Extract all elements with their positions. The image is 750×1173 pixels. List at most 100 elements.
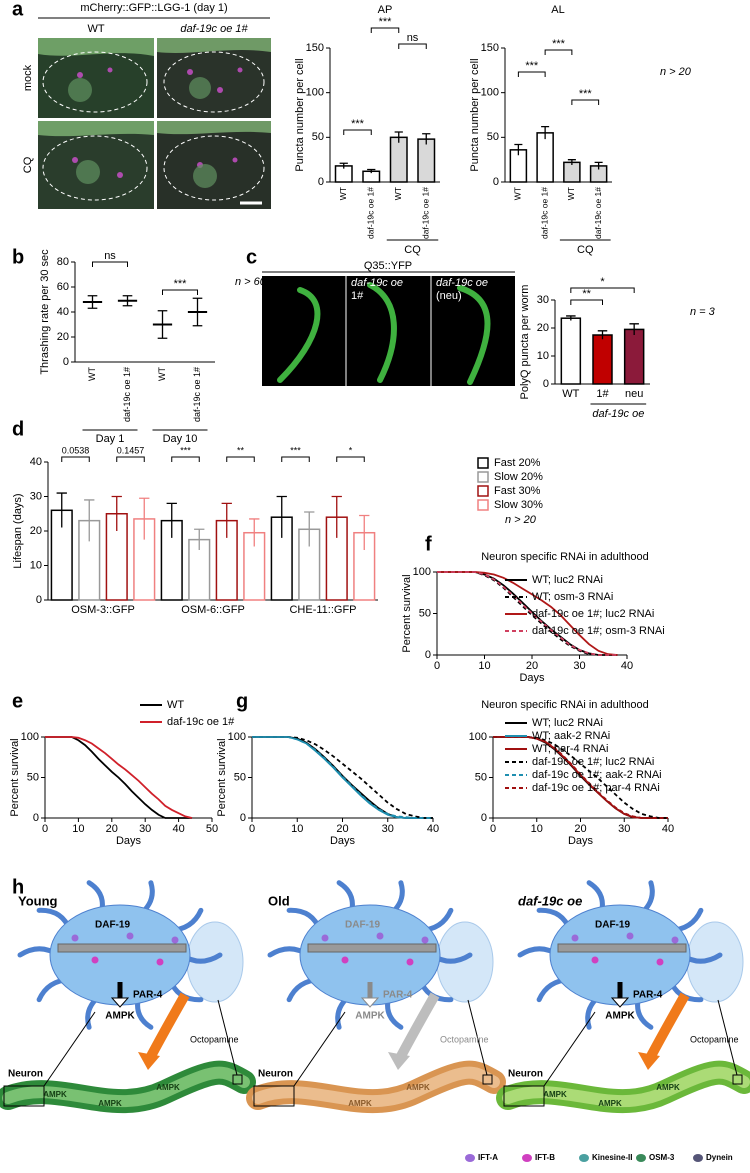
significance-bracket: [116, 456, 145, 462]
y-tick-label: 0: [33, 812, 39, 824]
worm-ampk-label: AMPK: [156, 1083, 180, 1092]
x-tick-label: OSM-3::GFP: [71, 604, 135, 616]
axis: [44, 737, 212, 819]
nucleus: [193, 164, 217, 188]
bar: [623, 328, 645, 385]
arrow-head: [638, 1052, 660, 1070]
significance-bracket: [61, 456, 90, 462]
y-axis-label: PolyQ puncta per worm: [519, 285, 531, 400]
neuron-inset: [503, 1085, 545, 1107]
x-axis-label: Days: [519, 672, 545, 684]
octopamine-label: Octopamine: [690, 1034, 739, 1044]
panel-title: Old: [268, 893, 290, 908]
cell-outline: [42, 135, 148, 201]
cilium: [557, 943, 687, 953]
pointer: [543, 1011, 596, 1087]
error-bar: [597, 330, 608, 340]
group-label: daf-19c oe: [592, 408, 644, 420]
error-bar: [84, 499, 95, 542]
error-bar: [304, 511, 315, 547]
protein-label: AMPK: [105, 1011, 135, 1022]
error-bar: [87, 295, 98, 309]
x-tick-label: 40: [427, 823, 439, 835]
significance-label: 0.0538: [62, 445, 90, 455]
y-tick-label: 50: [27, 771, 39, 783]
significance-bracket: [398, 43, 427, 49]
error-bar: [249, 518, 260, 547]
y-tick-label: 50: [419, 607, 431, 619]
octopamine-label: Octopamine: [440, 1034, 489, 1044]
error-bar: [111, 495, 122, 531]
legend-label: WT; luc2 RNAi: [532, 717, 603, 729]
x-tick-label: 0: [42, 823, 48, 835]
survival-curve: [437, 571, 618, 656]
worm-ampk-label: AMPK: [348, 1099, 372, 1108]
y-tick-label: 40: [30, 456, 42, 468]
ift-particle: [321, 934, 329, 942]
neuron-inset: [253, 1085, 295, 1107]
error-bar: [566, 315, 576, 321]
arrow-head: [388, 1052, 410, 1070]
panel-label: a: [12, 0, 24, 20]
significance-bracket: [570, 287, 635, 293]
x-tick-label: 30: [382, 823, 394, 835]
x-tick-label: 20: [526, 660, 538, 672]
x-tick-label: daf-19c oe 1#: [539, 187, 549, 239]
error-bar: [276, 495, 287, 538]
y-tick-label: 0: [63, 356, 69, 368]
error-bar: [139, 497, 150, 540]
x-tick-label: CHE-11::GFP: [289, 604, 356, 616]
x-tick-label: WT: [157, 367, 167, 381]
y-tick-label: 20: [537, 322, 549, 334]
error-bar: [367, 168, 376, 174]
y-tick-label: 50: [487, 131, 499, 143]
significance-bracket: [570, 299, 603, 305]
x-tick-label: 30: [139, 823, 151, 835]
panel-a-title: mCherry::GFP::LGG-1 (day 1): [80, 2, 227, 14]
ift-particle: [71, 934, 79, 942]
error-bar: [166, 502, 177, 538]
ift-particle: [406, 958, 414, 966]
significance-bracket: [162, 289, 198, 295]
pointer: [293, 1011, 346, 1087]
y-tick-label: 20: [57, 331, 69, 343]
worm-ampk-label: AMPK: [43, 1090, 67, 1099]
x-tick-label: daf-19c oe 1#: [593, 187, 603, 239]
cell-outline: [42, 51, 148, 113]
y-tick-label: 0: [481, 812, 487, 824]
significance-bracket: [343, 129, 372, 135]
panel-c-title: Q35::YFP: [364, 260, 412, 272]
x-tick-label: daf-19c oe 1#: [366, 187, 376, 239]
x-tick-label: 10: [72, 823, 84, 835]
group-label: Day 10: [163, 433, 198, 445]
x-tick-label: 1#: [596, 388, 609, 400]
column-label: (neu): [436, 290, 462, 302]
significance-bracket: [370, 27, 400, 33]
bar: [417, 138, 436, 183]
y-tick-label: 20: [30, 525, 42, 537]
micrographs-a: [38, 17, 271, 209]
x-tick-label: OSM-6::GFP: [181, 604, 245, 616]
significance-bracket: [226, 456, 255, 462]
survival-curve: [493, 736, 668, 819]
panel-title: Young: [18, 893, 58, 908]
worm: [277, 282, 491, 385]
significance-bracket: [92, 261, 128, 267]
cilium: [307, 943, 437, 953]
legend-swatch: [477, 457, 489, 469]
significance-bracket: [517, 71, 546, 77]
chart-title: AP: [378, 4, 393, 16]
bar: [563, 161, 581, 183]
significance-label: *: [600, 276, 605, 288]
x-tick-label: WT: [562, 388, 579, 400]
x-tick-label: 0: [249, 823, 255, 835]
y-tick-label: 100: [481, 87, 499, 99]
significance-bracket: [171, 456, 200, 462]
significance-label: **: [237, 445, 245, 455]
legend-label: Fast 30%: [494, 485, 541, 497]
x-tick-label: 40: [662, 823, 674, 835]
ift-particle: [671, 936, 679, 944]
error-bar: [359, 514, 370, 550]
panel-label: g: [236, 690, 248, 712]
nucleus: [68, 78, 92, 102]
